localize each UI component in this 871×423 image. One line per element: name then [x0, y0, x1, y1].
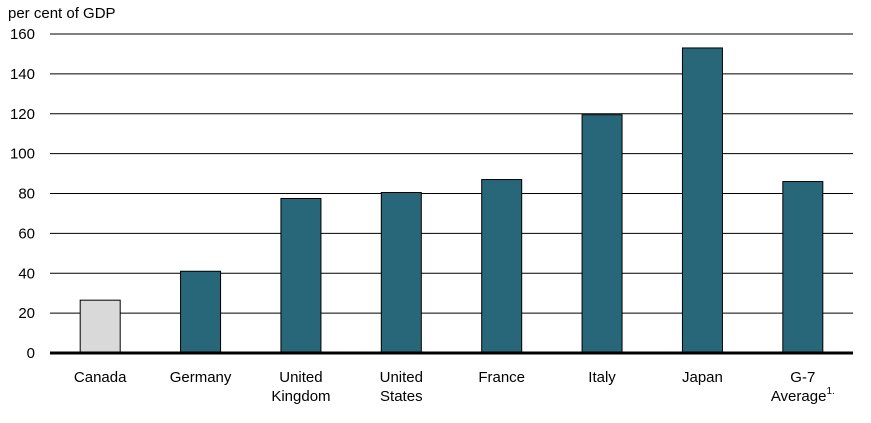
bar: [380, 192, 422, 354]
x-tick-label: Germany: [170, 369, 232, 386]
x-tick-label: Italy: [588, 369, 616, 386]
y-tick-label: 60: [18, 225, 35, 242]
y-tick-label: 80: [18, 186, 35, 203]
y-tick-label: 120: [10, 106, 35, 123]
y-tick-label: 140: [10, 66, 35, 83]
y-tick-label: 0: [27, 345, 35, 362]
bar: [581, 114, 623, 354]
bar: [79, 299, 121, 354]
bar: [280, 197, 322, 354]
x-tick-label: United Kingdom: [271, 369, 330, 405]
x-tick-label: France: [478, 369, 525, 386]
y-tick-label: 100: [10, 146, 35, 163]
x-tick-label: United States: [380, 369, 423, 405]
x-tick-label: G-7 Average1.: [771, 369, 835, 405]
x-tick-label: Canada: [74, 369, 127, 386]
y-tick-label: 20: [18, 305, 35, 322]
x-tick-label: Japan: [682, 369, 723, 386]
bar: [782, 181, 824, 354]
bar: [180, 270, 222, 354]
y-tick-label: 160: [10, 26, 35, 43]
bar: [681, 47, 723, 354]
bar: [481, 179, 523, 354]
y-tick-label: 40: [18, 265, 35, 282]
y-axis-title: per cent of GDP: [8, 5, 116, 22]
